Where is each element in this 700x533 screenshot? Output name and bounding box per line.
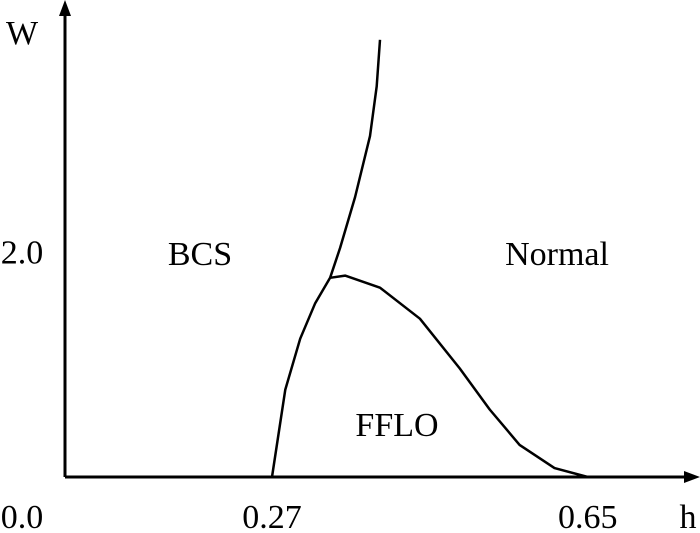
region-label: Normal (505, 236, 609, 273)
region-label: FFLO (355, 407, 438, 444)
phase-boundary (329, 274, 589, 479)
x-axis-arrow (684, 471, 700, 483)
phase-boundary (270, 39, 382, 478)
y-tick-label: 2.0 (1, 234, 44, 271)
y-axis-label: W (6, 15, 39, 52)
region-label: BCS (168, 236, 232, 273)
x-tick-label: 0.65 (558, 499, 618, 533)
x-axis-label: h (680, 499, 697, 533)
origin-label: 0.0 (1, 499, 44, 533)
y-axis-arrow (59, 0, 71, 16)
x-tick-label: 0.27 (242, 499, 302, 533)
